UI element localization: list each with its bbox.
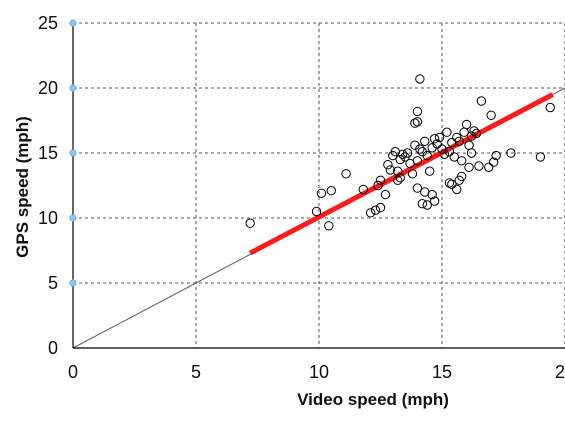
- data-point: [358, 184, 368, 195]
- data-point: [476, 96, 487, 106]
- data-point: [417, 199, 428, 209]
- data-point: [545, 102, 555, 113]
- data-point: [454, 136, 464, 147]
- data-point: [444, 178, 455, 188]
- data-point: [447, 137, 457, 148]
- data-point: [397, 149, 408, 160]
- data-point: [412, 106, 423, 117]
- x-tick-label: 10: [309, 362, 329, 382]
- data-point: [466, 148, 477, 158]
- data-point: [375, 175, 386, 186]
- x-tick-label: 5: [191, 362, 201, 382]
- y-tick-label: 0: [48, 338, 58, 358]
- data-point: [316, 188, 327, 199]
- data-point: [474, 161, 484, 171]
- data-point: [452, 184, 462, 195]
- data-point: [535, 152, 546, 162]
- data-point: [466, 131, 477, 141]
- data-point: [506, 148, 516, 158]
- y-tick-label: 25: [38, 13, 58, 33]
- data-point: [471, 128, 482, 139]
- axis-labels: 0 5 10 15 20 25 0 5 10 15 20: [38, 13, 565, 382]
- data-point: [395, 154, 405, 165]
- data-point: [456, 156, 467, 166]
- data-point: [245, 218, 255, 228]
- data-point: [380, 189, 391, 200]
- x-tick-label: 0: [68, 362, 78, 382]
- y-tick-marker: [69, 84, 77, 92]
- data-point: [385, 165, 396, 175]
- y-tick-label: 20: [38, 78, 58, 98]
- y-tick-marker: [69, 279, 77, 287]
- data-point: [326, 186, 336, 196]
- data-point: [442, 127, 452, 137]
- data-point: [415, 144, 425, 154]
- data-point: [412, 183, 423, 193]
- data-point: [311, 206, 322, 217]
- data-point: [447, 179, 457, 189]
- data-point: [444, 147, 455, 157]
- data-point: [383, 160, 393, 170]
- x-tick-label: 15: [432, 362, 452, 382]
- y-tick-marker: [69, 149, 77, 157]
- y-tick-marker: [69, 214, 77, 222]
- y-tick-label: 15: [38, 143, 58, 163]
- data-point: [439, 149, 450, 160]
- data-point: [464, 140, 474, 150]
- y-axis-title: GPS speed (mph): [13, 116, 32, 258]
- data-point: [456, 171, 467, 182]
- y-tick-label: 10: [38, 208, 58, 228]
- data-point: [422, 200, 432, 210]
- data-point: [420, 136, 430, 147]
- data-point: [407, 169, 418, 179]
- data-point: [412, 117, 423, 127]
- data-point: [486, 110, 496, 121]
- data-point: [469, 126, 479, 136]
- data-point: [422, 150, 432, 161]
- grid-lines: [73, 22, 565, 348]
- data-point: [410, 118, 420, 128]
- data-point: [393, 166, 403, 176]
- y-tick-label: 5: [48, 273, 58, 293]
- data-point: [370, 205, 381, 215]
- data-point: [324, 221, 334, 231]
- data-points: [245, 74, 555, 231]
- data-point: [412, 156, 423, 166]
- axes: [69, 19, 565, 349]
- data-point: [415, 74, 425, 84]
- data-point: [461, 119, 472, 130]
- data-point: [484, 162, 494, 173]
- data-point: [425, 166, 435, 176]
- data-point: [434, 132, 445, 143]
- data-point: [365, 208, 376, 218]
- y-tick-marker: [69, 19, 77, 27]
- data-point: [429, 134, 440, 144]
- data-point: [395, 173, 405, 183]
- x-axis-title: Video speed (mph): [297, 390, 449, 409]
- data-point: [464, 162, 474, 173]
- data-point: [375, 202, 386, 213]
- data-point: [373, 180, 383, 191]
- data-point: [402, 148, 413, 158]
- data-point: [393, 175, 403, 186]
- data-point: [420, 187, 430, 197]
- data-point: [429, 196, 440, 206]
- x-tick-label: 20: [555, 362, 565, 382]
- data-point: [432, 139, 442, 149]
- data-point: [488, 157, 499, 167]
- data-point: [449, 152, 459, 162]
- data-point: [491, 150, 501, 161]
- data-point: [341, 169, 351, 179]
